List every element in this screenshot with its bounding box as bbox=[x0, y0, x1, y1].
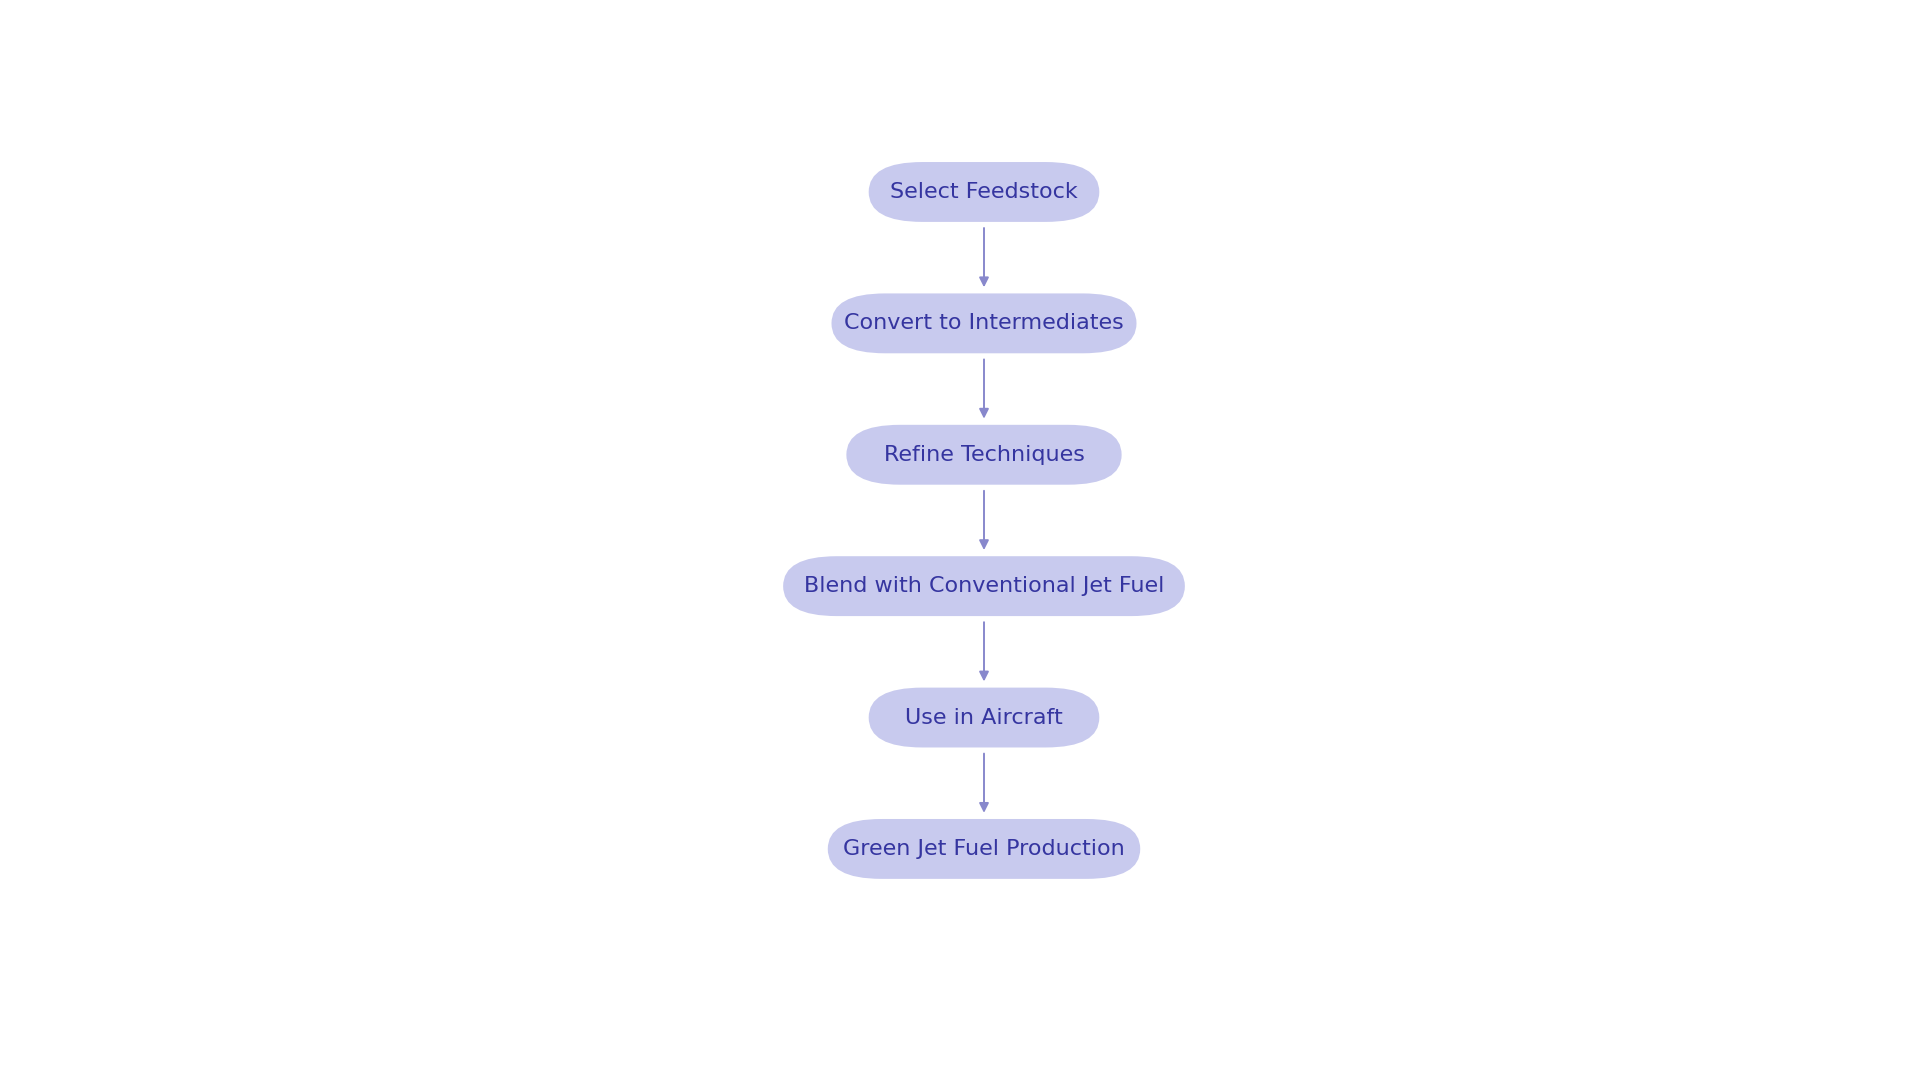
FancyBboxPatch shape bbox=[868, 688, 1100, 747]
Text: Select Feedstock: Select Feedstock bbox=[891, 181, 1077, 202]
FancyBboxPatch shape bbox=[847, 424, 1121, 485]
Text: Use in Aircraft: Use in Aircraft bbox=[904, 707, 1064, 728]
FancyBboxPatch shape bbox=[831, 294, 1137, 353]
FancyBboxPatch shape bbox=[828, 819, 1140, 879]
FancyBboxPatch shape bbox=[783, 556, 1185, 616]
Text: Green Jet Fuel Production: Green Jet Fuel Production bbox=[843, 839, 1125, 859]
FancyBboxPatch shape bbox=[868, 162, 1100, 221]
Text: Convert to Intermediates: Convert to Intermediates bbox=[845, 313, 1123, 334]
Text: Blend with Conventional Jet Fuel: Blend with Conventional Jet Fuel bbox=[804, 576, 1164, 596]
Text: Refine Techniques: Refine Techniques bbox=[883, 445, 1085, 464]
